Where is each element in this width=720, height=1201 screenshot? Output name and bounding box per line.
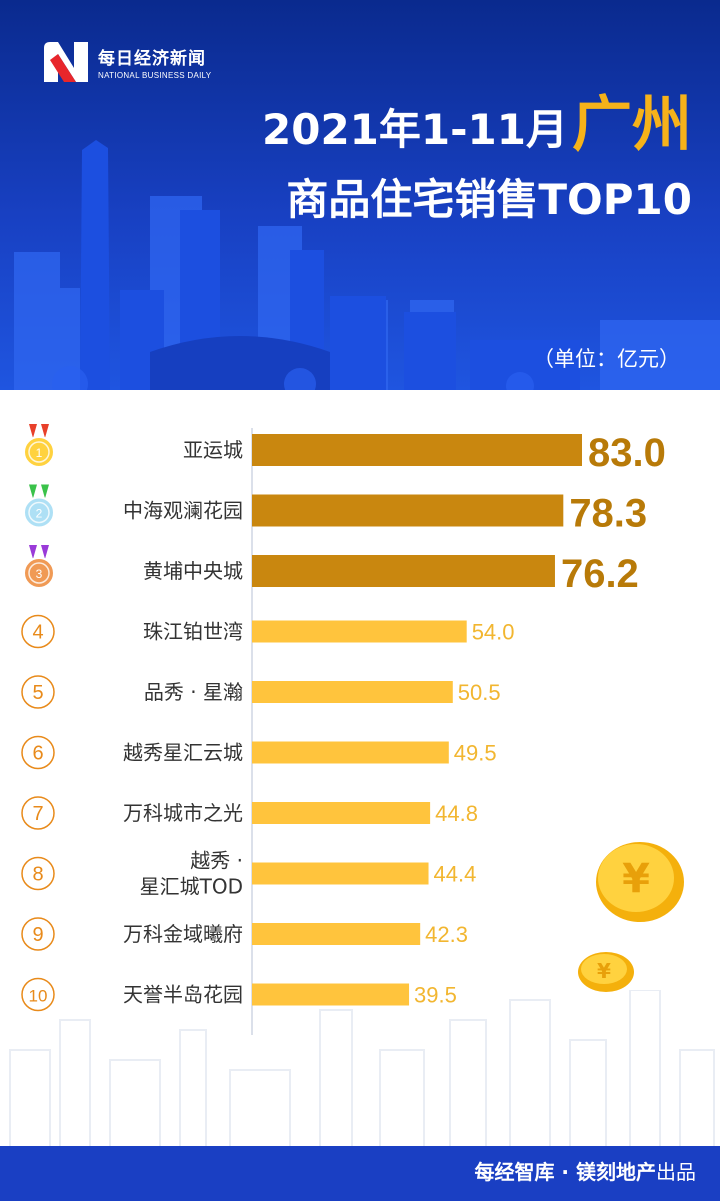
bar [252,741,449,764]
rank-circle [21,917,55,951]
logo-chinese-name: 每日经济新闻 [98,49,206,69]
bar [252,923,421,945]
nbd-logo-icon [44,42,88,82]
rank-number: 10 [29,987,48,1006]
bar [252,681,453,703]
category-label: 越秀 · [190,849,243,873]
value-label: 54.0 [472,620,515,645]
rank-circle [21,977,55,1012]
value-label: 49.5 [454,741,497,766]
bar [252,862,429,885]
value-label: 83.0 [588,431,666,475]
rank-circle [21,796,55,830]
category-label: 天誉半岛花园 [123,983,243,1007]
footer-suffix: 出品 [656,1160,696,1184]
footer-bar: 每经智库 · 镁刻地产出品 [0,1146,720,1201]
svg-text:¥: ¥ [597,959,611,983]
rank-number: 2 [36,507,43,521]
rank-number: 6 [32,743,43,765]
rank-circle [21,675,55,709]
stadium-shape [150,336,330,390]
value-label: 76.2 [561,552,639,596]
header-banner: 每日经济新闻 NATIONAL BUSINESS DAILY 2021年1-11… [0,0,720,390]
logo: 每日经济新闻 NATIONAL BUSINESS DAILY [40,40,211,84]
rank-medal-silver-icon: 2 [23,484,55,529]
bar [252,434,582,466]
rank-number: 3 [36,567,43,581]
bar [252,802,431,824]
svg-text:¥: ¥ [622,856,650,902]
value-label: 42.3 [425,922,468,947]
bar [252,555,555,587]
value-label: 44.8 [435,801,478,826]
sales-bar-chart: ¥¥ 1 亚运城 83.02 中海观澜花园 78.33 黄埔中央城 76.24 珠江铂世湾 54… [21,424,684,1035]
rank-number: 4 [32,622,43,644]
category-label: 万科城市之光 [123,801,243,825]
city-skyline-illustration [14,140,720,390]
category-label: 亚运城 [183,438,243,462]
value-label: 50.5 [458,680,501,705]
rank-number: 7 [32,803,43,825]
unit-label: （单位：亿元） [533,347,680,371]
small-coin-icon: ¥ [578,952,634,992]
category-label: 星汇城TOD [140,875,243,899]
rank-number: 5 [32,682,43,704]
rank-number: 1 [36,446,43,460]
category-label: 黄埔中央城 [143,559,243,583]
category-label: 万科金域曦府 [123,922,243,946]
category-label: 品秀 · 星瀚 [144,680,243,704]
background-city-outline [9,990,715,1150]
gold-coin-icon: ¥ [596,842,684,922]
category-label: 中海观澜花园 [123,499,243,523]
footer-credit: 每经智库 · 镁刻地产出品 [474,1156,696,1188]
logo-english-name: NATIONAL BUSINESS DAILY [98,71,212,80]
rank-number: 9 [32,924,43,946]
category-label: 珠江铂世湾 [143,620,243,644]
bar [252,983,410,1006]
footer-brand: 每经智库 · 镁刻地产 [474,1160,656,1184]
bar [252,620,467,643]
rank-circle [21,735,55,770]
title-line-2: 商品住宅销售TOP10 [286,175,692,224]
rank-circle [21,856,55,891]
title-line-1: 2021年1-11月 广州 [262,84,692,164]
bar [252,494,564,527]
value-label: 44.4 [434,862,477,887]
value-label: 39.5 [414,983,457,1008]
rank-medal-bronze-icon: 3 [23,545,55,589]
rank-circle [21,614,55,649]
title-city: 广州 [572,90,692,160]
value-label: 78.3 [569,492,647,536]
category-label: 越秀星汇云城 [123,741,243,765]
rank-medal-gold-icon: 1 [23,424,55,468]
rank-number: 8 [32,864,43,886]
title-period: 2021年1-11月 [262,105,568,154]
